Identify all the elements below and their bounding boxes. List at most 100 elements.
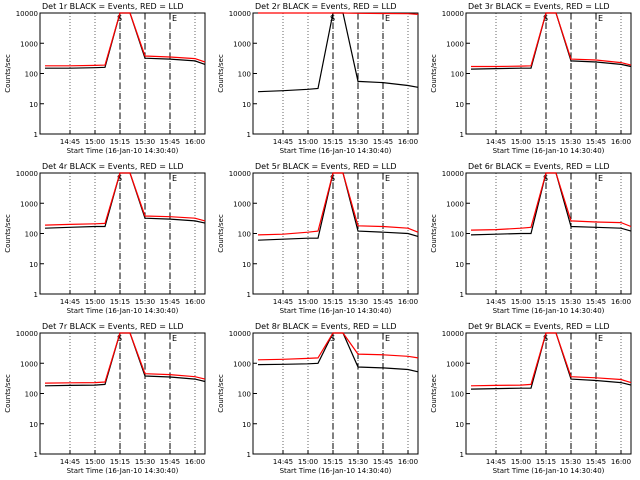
y-tick-label: 1 bbox=[460, 291, 464, 299]
plot-frame bbox=[465, 332, 632, 455]
y-tick-label: 10 bbox=[29, 101, 38, 109]
y-axis-label: Counts/sec bbox=[430, 214, 438, 253]
x-tick-label: 15:45 bbox=[160, 298, 180, 306]
x-tick-label: 15:00 bbox=[85, 298, 105, 306]
y-tick-label: 10000 bbox=[442, 170, 464, 178]
flag-letter-end: E bbox=[385, 14, 390, 23]
x-tick-label: 16:00 bbox=[398, 298, 418, 306]
y-tick-label: 10 bbox=[455, 101, 464, 109]
chart-panel-5: Det 5r BLACK = Events, RED = LLD S E 1 10 100… bbox=[217, 162, 419, 315]
y-axis-label: Counts/sec bbox=[4, 54, 12, 93]
y-tick-label: 100 bbox=[25, 71, 38, 79]
plot-frame bbox=[39, 332, 206, 455]
x-tick-label: 15:45 bbox=[160, 138, 180, 146]
chart-title: Det 6r BLACK = Events, RED = LLD bbox=[468, 162, 610, 171]
y-tick-label: 10 bbox=[455, 421, 464, 429]
x-tick-label: 15:45 bbox=[586, 298, 606, 306]
x-axis-label: Start Time (16-Jan-10 14:30:40) bbox=[280, 147, 392, 155]
x-tick-label: 15:15 bbox=[323, 138, 343, 146]
y-tick-label: 1000 bbox=[20, 200, 38, 208]
chart-panel-6: Det 6r BLACK = Events, RED = LLD S E 1 10 100… bbox=[430, 162, 632, 315]
x-tick-label: 15:15 bbox=[323, 298, 343, 306]
x-tick-label: 15:45 bbox=[373, 138, 393, 146]
y-tick-label: 10 bbox=[455, 261, 464, 269]
flag-letter-start: S bbox=[117, 334, 122, 343]
x-tick-label: 16:00 bbox=[611, 298, 631, 306]
flag-letter-start: S bbox=[543, 174, 548, 183]
y-tick-label: 1 bbox=[34, 451, 38, 459]
series-line-lld bbox=[44, 172, 206, 226]
y-tick-label: 100 bbox=[238, 231, 251, 239]
x-tick-label: 15:45 bbox=[373, 298, 393, 306]
y-axis-label: Counts/sec bbox=[4, 374, 12, 413]
chart-title: Det 8r BLACK = Events, RED = LLD bbox=[255, 322, 397, 331]
x-axis-label: Start Time (16-Jan-10 14:30:40) bbox=[493, 307, 605, 315]
flag-letter-start: S bbox=[117, 174, 122, 183]
y-tick-label: 1 bbox=[34, 291, 38, 299]
y-tick-label: 1000 bbox=[20, 360, 38, 368]
flag-letter-end: E bbox=[598, 334, 603, 343]
series-line-lld bbox=[258, 12, 419, 15]
chart-title: Det 1r BLACK = Events, RED = LLD bbox=[42, 2, 184, 11]
chart-panel-7: Det 7r BLACK = Events, RED = LLD S E 1 10 100… bbox=[4, 322, 206, 475]
x-axis-label: Start Time (16-Jan-10 14:30:40) bbox=[493, 467, 605, 475]
x-tick-label: 15:15 bbox=[110, 298, 130, 306]
y-tick-label: 1 bbox=[34, 131, 38, 139]
flag-letter-end: E bbox=[172, 174, 177, 183]
y-tick-label: 1000 bbox=[20, 40, 38, 48]
y-tick-label: 10000 bbox=[229, 170, 251, 178]
plot-frame bbox=[465, 12, 632, 135]
x-axis-label: Start Time (16-Jan-10 14:30:40) bbox=[280, 467, 392, 475]
x-tick-label: 15:30 bbox=[348, 138, 368, 146]
flag-letter-start: S bbox=[543, 14, 548, 23]
plot-frame bbox=[252, 12, 419, 135]
y-tick-label: 1000 bbox=[233, 360, 251, 368]
x-tick-label: 16:00 bbox=[611, 138, 631, 146]
x-tick-label: 16:00 bbox=[185, 458, 205, 466]
y-tick-label: 1000 bbox=[233, 200, 251, 208]
y-tick-label: 1000 bbox=[446, 40, 464, 48]
x-tick-label: 15:30 bbox=[135, 138, 155, 146]
chart-title: Det 4r BLACK = Events, RED = LLD bbox=[42, 162, 184, 171]
y-tick-label: 100 bbox=[25, 231, 38, 239]
y-tick-label: 1000 bbox=[233, 40, 251, 48]
y-tick-label: 10 bbox=[242, 261, 251, 269]
plot-frame bbox=[252, 332, 419, 455]
x-tick-label: 14:45 bbox=[273, 298, 293, 306]
y-tick-label: 1 bbox=[247, 131, 251, 139]
x-tick-label: 15:30 bbox=[348, 458, 368, 466]
chart-panel-2: Det 2r BLACK = Events, RED = LLD S E 1 10 100… bbox=[217, 2, 419, 155]
x-tick-label: 15:45 bbox=[160, 458, 180, 466]
plot-frame bbox=[39, 12, 206, 135]
y-axis-label: Counts/sec bbox=[217, 214, 225, 253]
x-tick-label: 16:00 bbox=[185, 138, 205, 146]
x-tick-label: 15:00 bbox=[511, 298, 531, 306]
y-tick-label: 1 bbox=[460, 131, 464, 139]
y-tick-label: 1000 bbox=[446, 360, 464, 368]
x-tick-label: 15:00 bbox=[85, 138, 105, 146]
x-tick-label: 15:30 bbox=[135, 298, 155, 306]
x-tick-label: 14:45 bbox=[60, 458, 80, 466]
x-tick-label: 15:15 bbox=[536, 458, 556, 466]
series-line-lld bbox=[471, 12, 632, 68]
y-tick-label: 10 bbox=[242, 101, 251, 109]
chart-title: Det 9r BLACK = Events, RED = LLD bbox=[468, 322, 610, 331]
chart-title: Det 5r BLACK = Events, RED = LLD bbox=[255, 162, 397, 171]
x-tick-label: 15:00 bbox=[298, 298, 318, 306]
y-tick-label: 1 bbox=[247, 451, 251, 459]
chart-panel-3: Det 3r BLACK = Events, RED = LLD S E 1 10 100… bbox=[430, 2, 632, 155]
y-tick-label: 100 bbox=[451, 71, 464, 79]
x-tick-label: 14:45 bbox=[273, 458, 293, 466]
y-axis-label: Counts/sec bbox=[430, 374, 438, 413]
y-tick-label: 10000 bbox=[442, 10, 464, 18]
y-tick-label: 1 bbox=[247, 291, 251, 299]
y-tick-label: 10000 bbox=[16, 170, 38, 178]
flag-letter-start: S bbox=[117, 14, 122, 23]
x-tick-label: 15:00 bbox=[85, 458, 105, 466]
flag-letter-end: E bbox=[385, 334, 390, 343]
flag-letter-start: S bbox=[330, 174, 335, 183]
flag-letter-end: E bbox=[172, 334, 177, 343]
x-axis-label: Start Time (16-Jan-10 14:30:40) bbox=[280, 307, 392, 315]
y-axis-label: Counts/sec bbox=[430, 54, 438, 93]
